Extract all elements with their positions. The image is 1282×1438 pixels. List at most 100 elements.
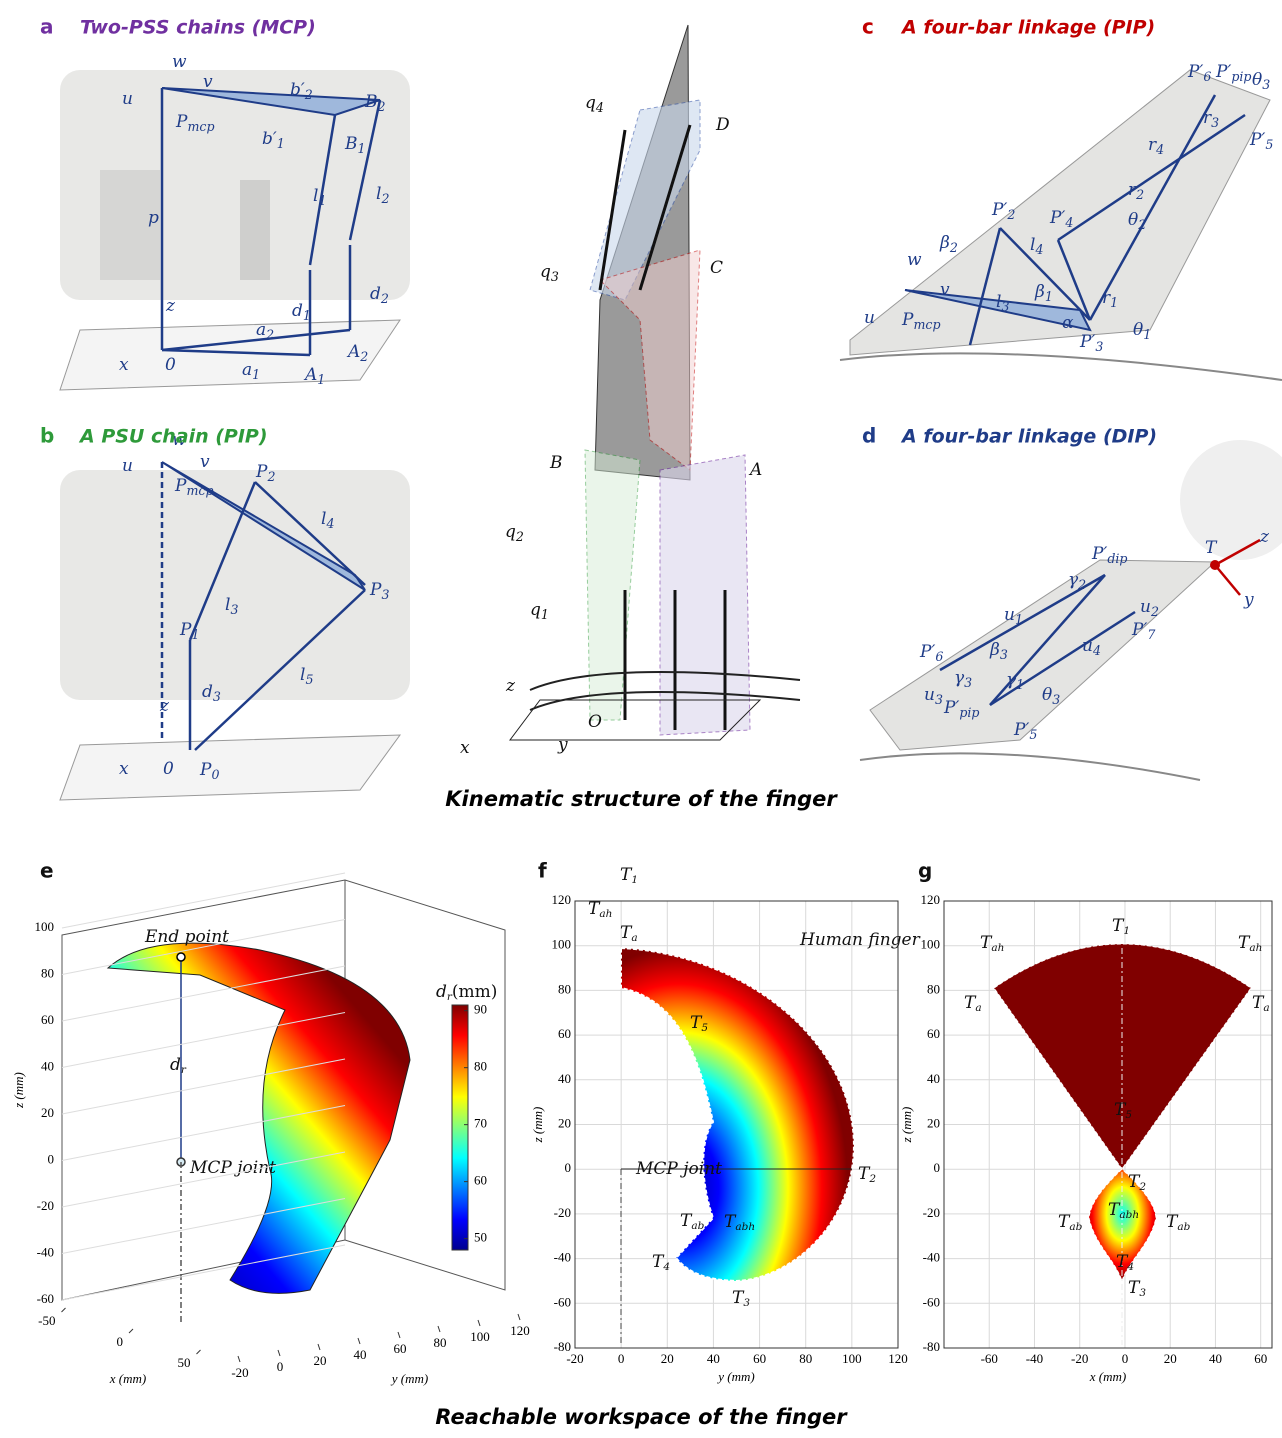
- label-text: 0: [163, 759, 174, 779]
- label-subscript: 5: [1029, 727, 1037, 742]
- label-text: Human finger: [799, 930, 921, 950]
- label-text: u: [924, 685, 935, 705]
- label-subscript: 2: [304, 87, 313, 102]
- z-tick-label: 0: [48, 1151, 55, 1166]
- label-text: b′: [290, 80, 305, 100]
- label: P′2: [991, 200, 1015, 222]
- tick-mark: [518, 1314, 520, 1320]
- label: z: [505, 676, 516, 696]
- colorbar-tick-label: 80: [474, 1059, 487, 1074]
- label-subscript: 1: [541, 607, 549, 622]
- label: Tah: [980, 933, 1004, 955]
- label: d1: [292, 301, 311, 323]
- label: T2: [858, 1164, 876, 1186]
- colorbar-tick-label: 70: [474, 1116, 487, 1131]
- label: P′6: [1187, 62, 1211, 84]
- x-tick-label: 40: [707, 1351, 720, 1366]
- label-subscript: 3: [1211, 115, 1219, 130]
- y-tick-label: 80: [927, 981, 940, 996]
- y-axis-label: y (mm): [390, 1371, 428, 1386]
- label-subscript: 2: [1137, 217, 1146, 232]
- label-text: P′: [1187, 62, 1203, 82]
- label-text: x: [119, 355, 129, 375]
- label: w: [172, 52, 187, 72]
- label-subscript: 1: [1016, 677, 1024, 692]
- y-tick-label: 100: [470, 1329, 490, 1344]
- label-subscript: a: [975, 1002, 981, 1014]
- label: D: [715, 115, 730, 135]
- panel-letter: f: [538, 859, 547, 883]
- label-text: u: [864, 308, 875, 328]
- label-text: MCP joint: [635, 1159, 722, 1179]
- label-subscript: 4: [595, 100, 604, 115]
- panel-letter: g: [918, 859, 932, 883]
- label-text: z: [1259, 527, 1270, 547]
- label-subscript: pip: [1231, 69, 1251, 84]
- label-subscript: mcp: [913, 317, 940, 332]
- y-tick-label: -20: [231, 1365, 248, 1380]
- label-subscript: 3: [381, 587, 389, 602]
- caption: Kinematic structure of the finger: [445, 787, 838, 811]
- label-subscript: 1: [1110, 295, 1118, 310]
- label: 0: [165, 355, 176, 375]
- label: q2: [505, 522, 524, 544]
- panel-d-drawing: [860, 440, 1282, 780]
- label-subscript: 2: [380, 291, 389, 306]
- x-axis-label: x (mm): [109, 1371, 146, 1386]
- label-subscript: 2: [1135, 187, 1144, 202]
- label-subscript: 1: [1045, 289, 1053, 304]
- label-subscript: 4: [1126, 1261, 1134, 1273]
- label-subscript: 4: [1155, 142, 1164, 157]
- label: MCP joint: [635, 1159, 722, 1179]
- y-tick-label: -80: [923, 1339, 940, 1354]
- label: v: [940, 280, 950, 300]
- label-text: x: [119, 759, 129, 779]
- panel-b-drawing: [60, 462, 410, 800]
- label-text: P: [174, 476, 187, 496]
- label-subscript: 2: [949, 240, 958, 255]
- y-tick-label: 0: [934, 1160, 941, 1175]
- label-subscript: 3: [1000, 647, 1008, 662]
- label: T: [1205, 538, 1218, 558]
- label-subscript: 3: [1095, 339, 1103, 354]
- label: z: [165, 296, 176, 316]
- z-tick-label: 40: [41, 1058, 54, 1073]
- label-subscript: ab: [1177, 1221, 1190, 1233]
- label-text: u: [1082, 636, 1093, 656]
- label-text: u: [122, 456, 133, 476]
- x-tick-label: 20: [661, 1351, 674, 1366]
- label-subscript: 1: [277, 136, 285, 151]
- label: u: [122, 89, 133, 109]
- label: T3: [1128, 1278, 1146, 1300]
- x-tick-label: -50: [38, 1313, 55, 1328]
- label: A: [748, 460, 762, 480]
- y-tick-label: 60: [394, 1341, 407, 1356]
- label-text: P′: [1131, 620, 1147, 640]
- label-subscript: 2: [1077, 577, 1086, 592]
- panel-title: A PSU chain (PIP): [78, 426, 268, 448]
- label-text: P: [199, 760, 212, 780]
- label-text: β: [989, 640, 1000, 660]
- label-text: A: [346, 342, 360, 362]
- label-text: α: [1062, 313, 1074, 333]
- x-tick-label: -60: [981, 1351, 998, 1366]
- label: Tah: [588, 899, 612, 921]
- y-tick-label: 80: [558, 981, 571, 996]
- y-tick-label: -20: [554, 1205, 571, 1220]
- label-text: T: [1205, 538, 1218, 558]
- label-subscript: mcp: [187, 119, 214, 134]
- label: q1: [530, 600, 549, 622]
- label: C: [710, 258, 723, 278]
- label-subscript: 2: [1138, 1181, 1146, 1193]
- tick-mark: [438, 1326, 440, 1332]
- y-tick-label: 20: [927, 1115, 940, 1130]
- y-tick-label: -80: [554, 1339, 571, 1354]
- label-text: v: [203, 72, 213, 92]
- label-subscript: 2: [1150, 604, 1159, 619]
- label: Ta: [964, 993, 982, 1015]
- label-text: P′: [1091, 544, 1107, 564]
- label: T2: [1128, 1172, 1146, 1194]
- label: u1: [1004, 605, 1023, 627]
- x-tick-label: 0: [117, 1334, 124, 1349]
- label: T3: [732, 1288, 750, 1310]
